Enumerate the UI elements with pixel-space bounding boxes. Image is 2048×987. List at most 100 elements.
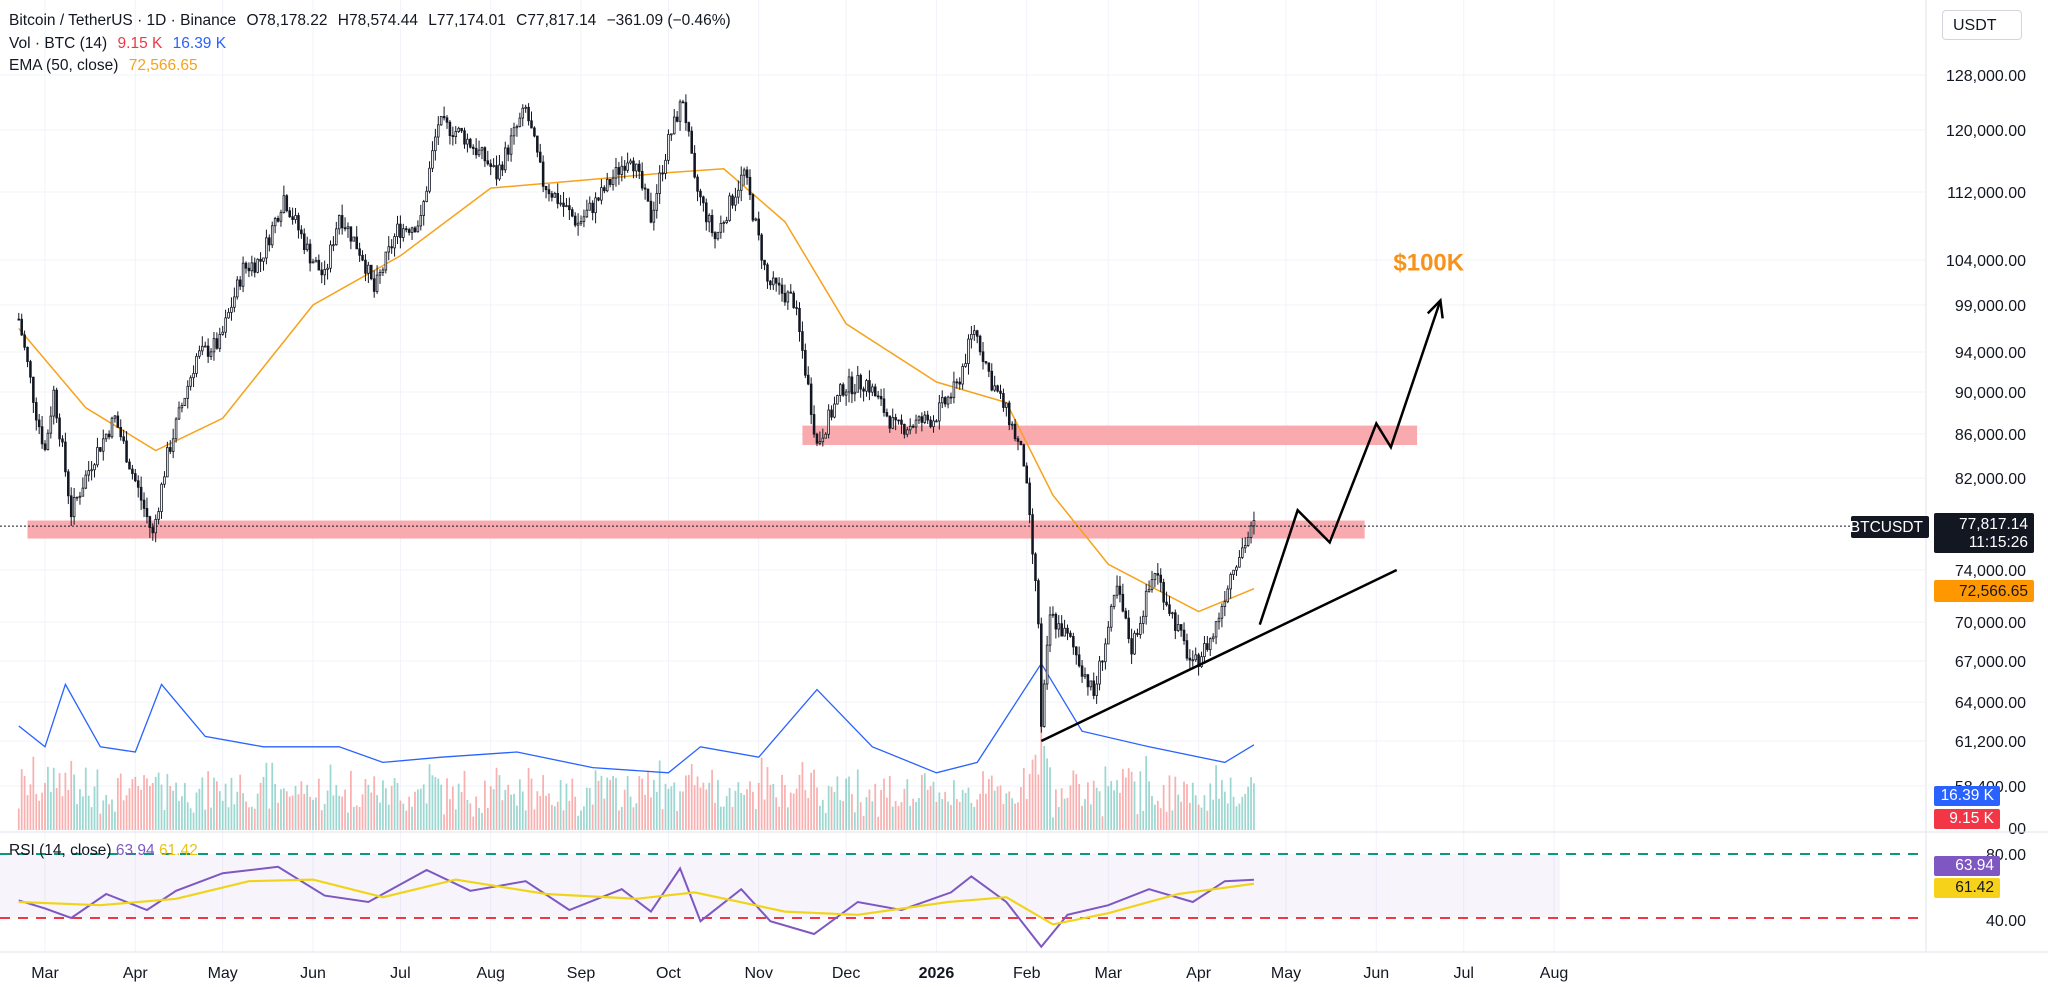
rsi-value: 63.94 [115, 842, 155, 859]
candle-body [1194, 654, 1197, 661]
candle-body [227, 311, 230, 319]
volume-bar [1142, 810, 1145, 830]
volume-bar [1043, 745, 1046, 830]
volume-bar [1066, 797, 1069, 830]
volume-bar [594, 770, 597, 830]
candle-body [958, 381, 962, 385]
candle-body [702, 196, 705, 204]
legend-ema-line[interactable]: EMA (50, close) 72,566.65 [9, 57, 204, 75]
volume-bar [1253, 783, 1255, 830]
candle-body [705, 202, 708, 223]
candle-body [404, 228, 408, 231]
volume-bar [96, 769, 99, 830]
volume-bar [216, 781, 218, 830]
candle-body [876, 395, 880, 398]
price-axis-label: 86,000.00 [1955, 427, 2026, 444]
volume-bar [449, 799, 451, 830]
volume-bar [271, 762, 274, 830]
candle-body [635, 163, 638, 172]
candle-body [1057, 623, 1061, 630]
rsi-legend[interactable]: RSI (14, close) 63.94 61.42 [9, 842, 198, 860]
candle-body [1063, 627, 1066, 637]
volume-bar [944, 791, 947, 830]
volume-bar [329, 764, 332, 830]
candle-body [198, 350, 201, 357]
candle-body [582, 216, 586, 222]
candle-body [1040, 623, 1043, 727]
volume-bar [454, 809, 457, 830]
time-axis-label: May [208, 965, 238, 982]
volume-bar [591, 804, 594, 830]
volume-bar [1127, 768, 1130, 830]
volume-bar [1139, 771, 1142, 830]
candle-body [798, 308, 801, 332]
volume-bar [134, 776, 137, 830]
candle-body [576, 222, 580, 226]
candle-body [1203, 643, 1206, 658]
candle-body [1211, 636, 1215, 640]
volume-bar [1049, 767, 1051, 830]
candle-body [1156, 573, 1160, 576]
volume-bar [236, 791, 239, 830]
candle-body [804, 350, 807, 376]
candle-body [340, 215, 344, 229]
volume-bar [1101, 816, 1104, 830]
volume-bar [1005, 793, 1008, 830]
volume-bars [17, 662, 1255, 830]
rsi-ma-line [18, 878, 1255, 926]
candle-body [608, 178, 612, 185]
volume-bar [682, 791, 684, 830]
candle-body [1112, 594, 1116, 607]
volume-bar [1063, 798, 1066, 830]
volume-bar [280, 789, 282, 830]
legend-volume-line[interactable]: Vol · BTC (14) 9.15 K 16.39 K [9, 35, 232, 53]
time-axis-label: Apr [123, 965, 149, 982]
candle-body [1005, 402, 1008, 408]
volume-bar [725, 796, 728, 830]
volume-bar [999, 785, 1002, 830]
candle-body [87, 470, 90, 476]
volume-bar [411, 806, 413, 830]
candle-body [282, 195, 286, 213]
candle-body [23, 334, 26, 348]
volume-bar [915, 801, 917, 830]
candle-body [367, 264, 370, 274]
volume-bar [210, 807, 212, 830]
candle-body [294, 215, 297, 220]
volume-bar [1212, 799, 1215, 830]
candle-body [1238, 557, 1241, 568]
volume-bar [440, 784, 443, 830]
candle-body [212, 338, 216, 353]
candle-body [862, 388, 865, 392]
volume-bar [577, 815, 579, 830]
candle-body [256, 258, 259, 273]
volume-bar [941, 798, 944, 830]
candle-body [760, 234, 763, 261]
candle-body [888, 415, 892, 429]
candle-body [926, 414, 929, 421]
volume-bar [740, 792, 743, 830]
candle-body [728, 195, 731, 221]
time-axis-label: Aug [1540, 965, 1568, 982]
candle-body [489, 163, 492, 167]
candle-body [952, 381, 956, 398]
candle-body [772, 277, 775, 286]
volume-bar [1116, 780, 1118, 830]
currency-selector[interactable]: USDT [1942, 10, 2022, 40]
candle-body [180, 405, 184, 409]
volume-bar [772, 783, 775, 830]
volume-bar [250, 806, 253, 830]
volume-bar [830, 786, 833, 830]
volume-bar [262, 776, 265, 830]
time-axis-label: Dec [832, 965, 860, 982]
candle-body [177, 407, 181, 420]
candle-body [49, 415, 53, 434]
volume-bar [1031, 759, 1034, 830]
volume-bar [87, 795, 90, 830]
target-label: $100K [1393, 250, 1464, 277]
price-axis-label: 94,000.00 [1955, 345, 2026, 362]
volume-bar [213, 777, 215, 830]
volume-bar [527, 767, 530, 830]
volume-bar [108, 804, 110, 830]
